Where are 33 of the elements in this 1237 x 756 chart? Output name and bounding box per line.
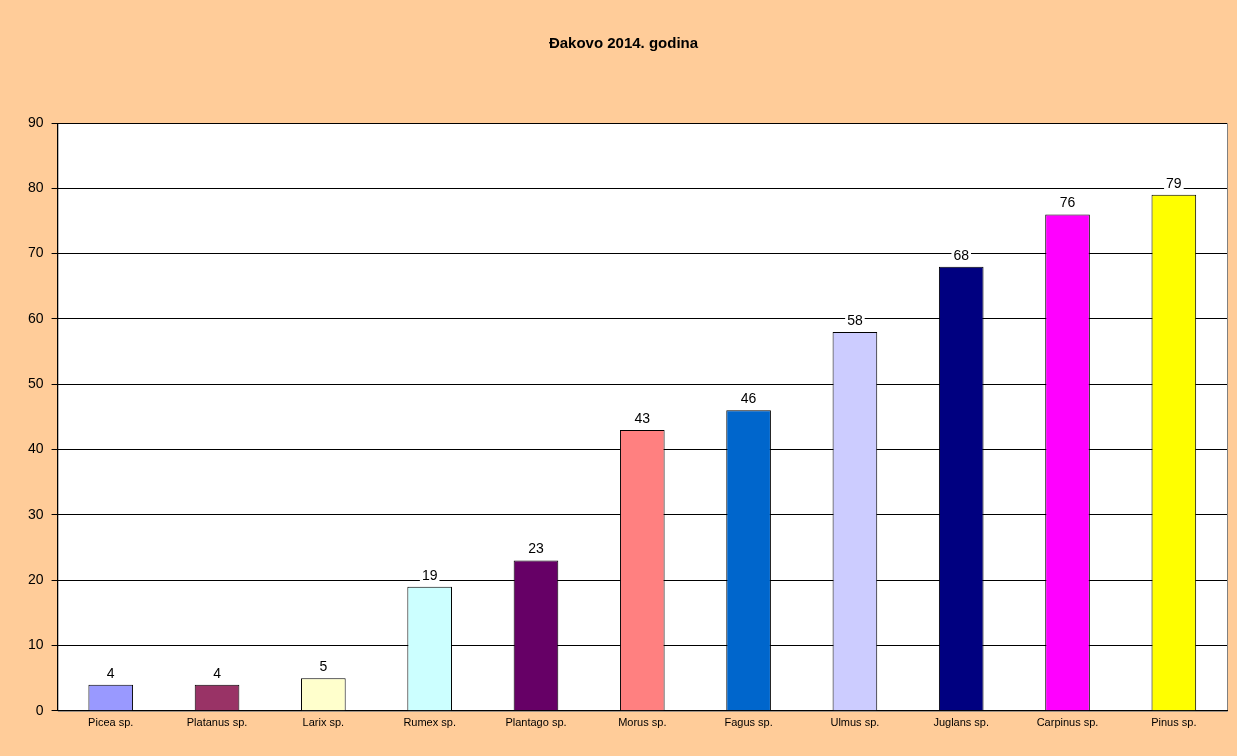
data-label: 79 <box>1166 174 1182 191</box>
chart-title: Đakovo 2014. godina <box>548 34 699 52</box>
x-tick-label: Fagus sp. <box>724 716 773 729</box>
y-tick-label: 10 <box>27 636 44 653</box>
x-tick-label: Rumex sp. <box>403 716 456 729</box>
y-tick-label: 30 <box>27 505 44 522</box>
data-label: 5 <box>319 658 328 674</box>
x-tick-label: Plantago sp. <box>505 716 567 729</box>
data-label: 58 <box>847 311 863 328</box>
y-tick-label: 60 <box>27 309 44 326</box>
y-tick-label: 70 <box>27 244 44 261</box>
data-label: 43 <box>634 409 651 426</box>
x-tick-label: Morus sp. <box>618 716 667 729</box>
x-tick-label: Pinus sp. <box>1151 716 1197 729</box>
y-tick-label: 50 <box>27 375 44 392</box>
data-label: 68 <box>953 246 970 263</box>
y-tick-label: 90 <box>27 113 44 130</box>
x-tick-label: Ulmus sp. <box>830 716 880 729</box>
data-label: 46 <box>740 390 757 407</box>
x-tick-label: Carpinus sp. <box>1036 716 1099 729</box>
x-tick-label: Juglans sp. <box>933 716 990 729</box>
x-tick-label: Platanus sp. <box>186 716 248 729</box>
y-tick-label: 80 <box>27 179 44 196</box>
data-label: 4 <box>213 664 222 681</box>
y-tick-label: 0 <box>35 701 44 718</box>
data-label: 76 <box>1059 194 1076 211</box>
data-label: 23 <box>528 540 544 557</box>
y-tick-label: 20 <box>27 571 44 588</box>
data-label: 4 <box>106 664 115 681</box>
x-tick-label: Larix sp. <box>302 716 345 729</box>
x-tick-label: Picea sp. <box>88 716 134 729</box>
data-label: 19 <box>421 566 438 583</box>
y-tick-label: 40 <box>27 440 44 457</box>
